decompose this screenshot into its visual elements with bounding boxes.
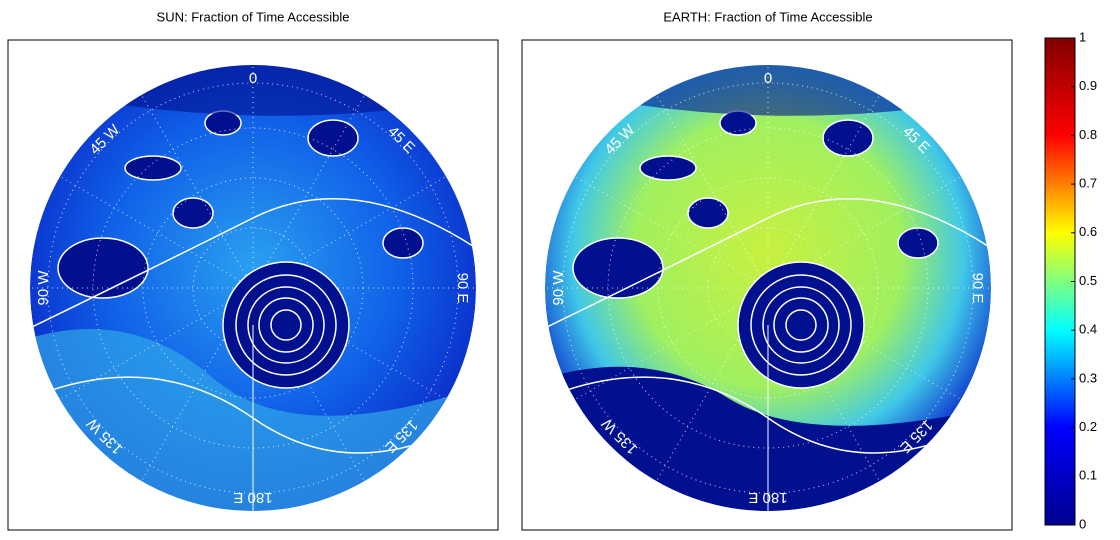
blob xyxy=(688,198,728,228)
map-label: 0 xyxy=(249,70,257,87)
tick-label: 0 xyxy=(1079,516,1086,531)
tick-label: 0.8 xyxy=(1079,127,1097,142)
tick-label: 0.2 xyxy=(1079,419,1097,434)
tick-label: 0.9 xyxy=(1079,78,1097,93)
chart-title: SUN: Fraction of Time Accessible xyxy=(157,9,350,24)
map-label: 90 W xyxy=(550,270,567,306)
tick-label: 1 xyxy=(1079,29,1086,44)
map-label: 180 E xyxy=(233,489,272,506)
figure: SUN: Fraction of Time Accessible045 E90 … xyxy=(0,0,1120,540)
colorbar xyxy=(1045,38,1075,525)
map-label: 90 E xyxy=(969,273,986,304)
map-label: 90 W xyxy=(35,270,52,306)
map xyxy=(545,65,991,511)
tick-label: 0.7 xyxy=(1079,176,1097,191)
blob xyxy=(58,238,148,298)
tick-label: 0.6 xyxy=(1079,224,1097,239)
tick-label: 0.3 xyxy=(1079,370,1097,385)
chart-title: EARTH: Fraction of Time Accessible xyxy=(663,9,872,24)
map-label: 180 E xyxy=(748,489,787,506)
pole-disk xyxy=(738,262,864,388)
map xyxy=(30,65,476,511)
map-label: 90 E xyxy=(454,273,471,304)
blob xyxy=(898,228,938,258)
tick-label: 0.1 xyxy=(1079,468,1097,483)
blob xyxy=(823,120,873,156)
tick-label: 0.5 xyxy=(1079,273,1097,288)
blob xyxy=(573,238,663,298)
blob xyxy=(125,156,181,180)
tick-label: 0.4 xyxy=(1079,322,1097,337)
blob xyxy=(640,156,696,180)
blob xyxy=(383,228,423,258)
blob xyxy=(308,120,358,156)
blob xyxy=(173,198,213,228)
map-label: 0 xyxy=(764,70,772,87)
pole-disk xyxy=(223,262,349,388)
